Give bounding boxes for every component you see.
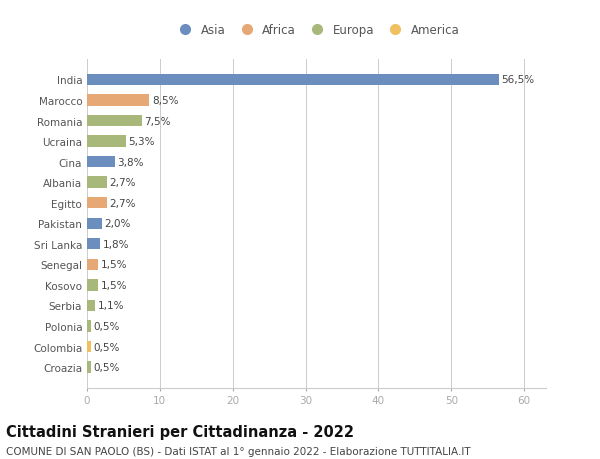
Bar xyxy=(87,95,149,106)
Bar xyxy=(87,75,499,86)
Text: 1,5%: 1,5% xyxy=(101,280,127,290)
Text: 2,0%: 2,0% xyxy=(104,219,131,229)
Text: COMUNE DI SAN PAOLO (BS) - Dati ISTAT al 1° gennaio 2022 - Elaborazione TUTTITAL: COMUNE DI SAN PAOLO (BS) - Dati ISTAT al… xyxy=(6,446,470,456)
Text: 0,5%: 0,5% xyxy=(94,321,120,331)
Bar xyxy=(87,198,107,209)
Text: 7,5%: 7,5% xyxy=(145,116,171,126)
Bar xyxy=(87,116,142,127)
Text: 0,5%: 0,5% xyxy=(94,342,120,352)
Bar xyxy=(87,341,91,353)
Bar xyxy=(87,280,98,291)
Bar xyxy=(87,157,115,168)
Bar xyxy=(87,218,101,230)
Bar xyxy=(87,136,125,147)
Text: 1,1%: 1,1% xyxy=(98,301,124,311)
Bar xyxy=(87,239,100,250)
Text: Cittadini Stranieri per Cittadinanza - 2022: Cittadini Stranieri per Cittadinanza - 2… xyxy=(6,425,354,440)
Bar xyxy=(87,177,107,188)
Legend: Asia, Africa, Europa, America: Asia, Africa, Europa, America xyxy=(169,20,464,42)
Text: 56,5%: 56,5% xyxy=(502,75,535,85)
Text: 1,8%: 1,8% xyxy=(103,239,130,249)
Bar xyxy=(87,300,95,311)
Text: 3,8%: 3,8% xyxy=(118,157,144,167)
Text: 1,5%: 1,5% xyxy=(101,260,127,270)
Text: 0,5%: 0,5% xyxy=(94,362,120,372)
Bar xyxy=(87,259,98,270)
Bar xyxy=(87,321,91,332)
Text: 2,7%: 2,7% xyxy=(110,198,136,208)
Bar xyxy=(87,362,91,373)
Text: 5,3%: 5,3% xyxy=(128,137,155,147)
Text: 2,7%: 2,7% xyxy=(110,178,136,188)
Text: 8,5%: 8,5% xyxy=(152,96,178,106)
